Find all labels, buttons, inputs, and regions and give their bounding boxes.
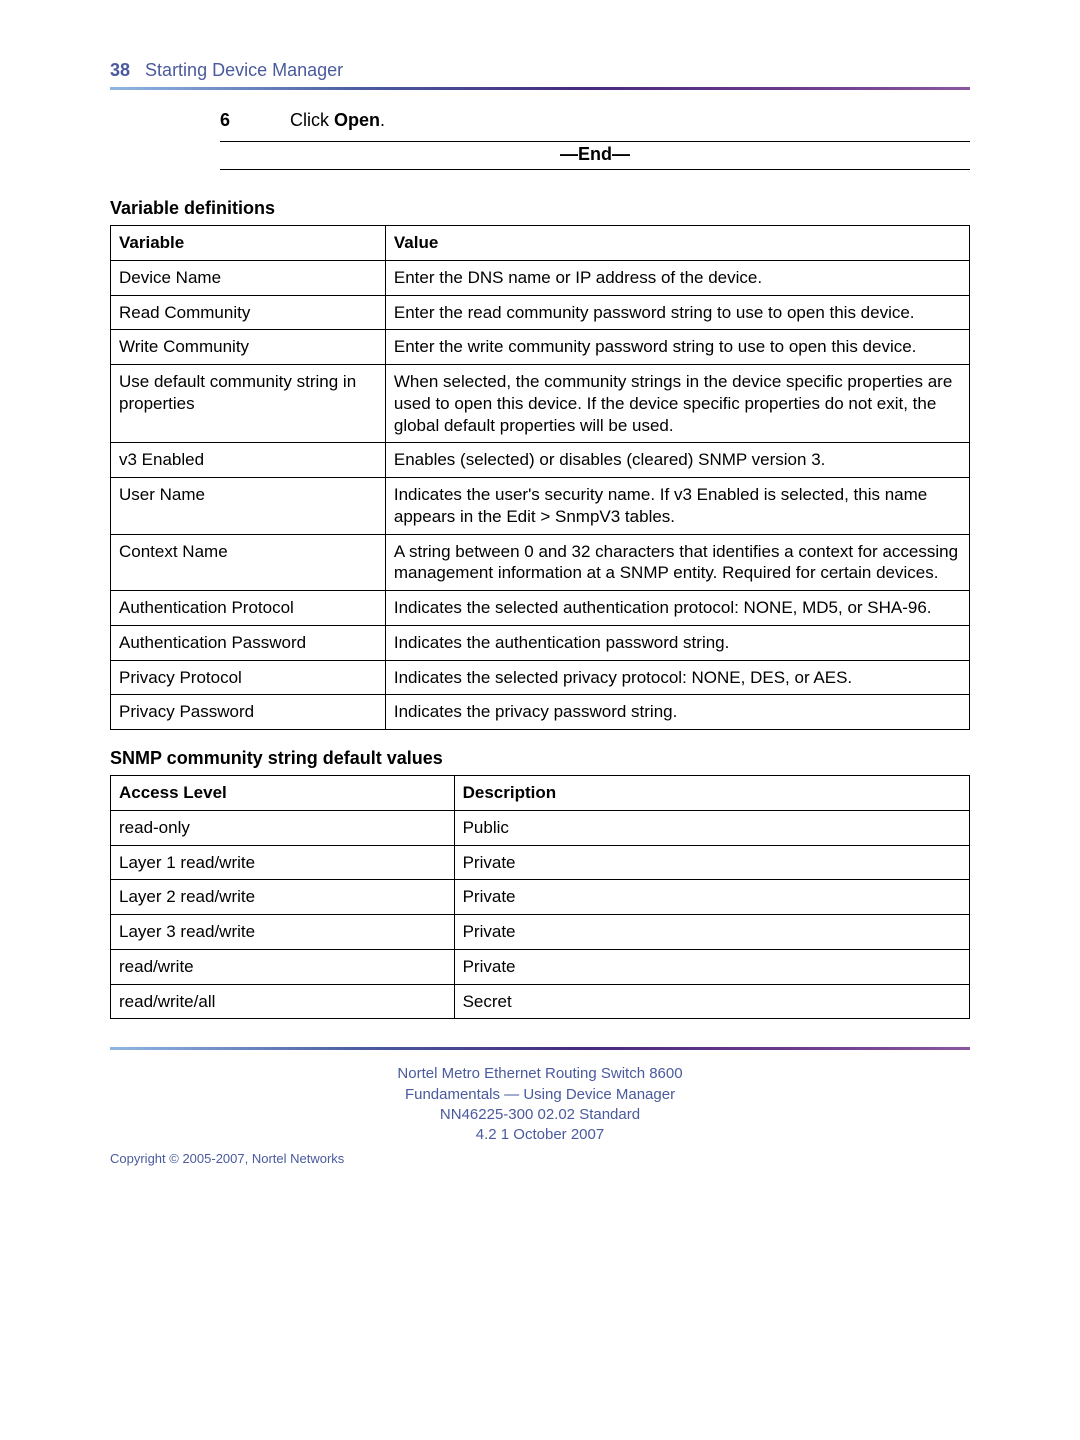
table-row: User NameIndicates the user's security n… [111, 478, 970, 535]
table-cell: Private [454, 915, 969, 950]
step-block: 6 Click Open. [220, 110, 970, 131]
table-row: Layer 1 read/writePrivate [111, 845, 970, 880]
footer-line1: Nortel Metro Ethernet Routing Switch 860… [110, 1064, 970, 1084]
step-number: 6 [220, 110, 290, 131]
header-rule [110, 87, 970, 90]
table-cell: Private [454, 880, 969, 915]
table-row: Privacy ProtocolIndicates the selected p… [111, 660, 970, 695]
table-row: Use default community string in properti… [111, 365, 970, 443]
table-row: Authentication PasswordIndicates the aut… [111, 625, 970, 660]
table-cell: Indicates the privacy password string. [385, 695, 969, 730]
table-row: Write CommunityEnter the write community… [111, 330, 970, 365]
step-suffix: . [380, 110, 385, 130]
table-row: Device NameEnter the DNS name or IP addr… [111, 260, 970, 295]
table-cell: Enter the DNS name or IP address of the … [385, 260, 969, 295]
table-row: read/write/allSecret [111, 984, 970, 1019]
table-cell: Private [454, 949, 969, 984]
running-header: 38 Starting Device Manager [110, 60, 970, 81]
table-row: Layer 3 read/writePrivate [111, 915, 970, 950]
table-cell: Enables (selected) or disables (cleared)… [385, 443, 969, 478]
table-row: Layer 2 read/writePrivate [111, 880, 970, 915]
page-number: 38 [110, 60, 130, 80]
footer-rule [110, 1047, 970, 1050]
table-cell: Enter the read community password string… [385, 295, 969, 330]
table-cell: Context Name [111, 534, 386, 591]
table-cell: When selected, the community strings in … [385, 365, 969, 443]
table-header-row: Access Level Description [111, 776, 970, 811]
table-cell: Device Name [111, 260, 386, 295]
table1-title: Variable definitions [110, 198, 970, 219]
end-block: —End— [220, 141, 970, 170]
step-bold: Open [334, 110, 380, 130]
table-cell: Authentication Password [111, 625, 386, 660]
table-cell: Layer 2 read/write [111, 880, 455, 915]
table-cell: A string between 0 and 32 characters tha… [385, 534, 969, 591]
table-cell: Write Community [111, 330, 386, 365]
table-cell: Privacy Protocol [111, 660, 386, 695]
table-cell: Public [454, 810, 969, 845]
table2-title: SNMP community string default values [110, 748, 970, 769]
table-cell: Indicates the selected privacy protocol:… [385, 660, 969, 695]
footer-line2: Fundamentals — Using Device Manager [110, 1085, 970, 1105]
table-cell: Layer 3 read/write [111, 915, 455, 950]
table-row: v3 EnabledEnables (selected) or disables… [111, 443, 970, 478]
copyright: Copyright © 2005-2007, Nortel Networks [110, 1151, 970, 1166]
table-cell: Private [454, 845, 969, 880]
table-cell: Use default community string in properti… [111, 365, 386, 443]
table-cell: Enter the write community password strin… [385, 330, 969, 365]
table-cell: Indicates the user's security name. If v… [385, 478, 969, 535]
table-cell: Privacy Password [111, 695, 386, 730]
table-cell: Layer 1 read/write [111, 845, 455, 880]
table2-col0: Access Level [111, 776, 455, 811]
footer-line4: 4.2 1 October 2007 [110, 1125, 970, 1145]
footer-line3: NN46225-300 02.02 Standard [110, 1105, 970, 1125]
table-cell: read/write/all [111, 984, 455, 1019]
table-row: Privacy PasswordIndicates the privacy pa… [111, 695, 970, 730]
footer-block: Nortel Metro Ethernet Routing Switch 860… [110, 1064, 970, 1145]
table-cell: Secret [454, 984, 969, 1019]
table-row: Read CommunityEnter the read community p… [111, 295, 970, 330]
end-rule-bottom [220, 169, 970, 170]
table-header-row: Variable Value [111, 226, 970, 261]
table-cell: Indicates the selected authentication pr… [385, 591, 969, 626]
end-label: —End— [220, 142, 970, 169]
step-row: 6 Click Open. [220, 110, 970, 131]
header-section-title: Starting Device Manager [145, 60, 343, 80]
table-cell: read/write [111, 949, 455, 984]
variable-definitions-table: Variable Value Device NameEnter the DNS … [110, 225, 970, 730]
table-row: Authentication ProtocolIndicates the sel… [111, 591, 970, 626]
step-prefix: Click [290, 110, 334, 130]
table-cell: Indicates the authentication password st… [385, 625, 969, 660]
snmp-defaults-table: Access Level Description read-onlyPublic… [110, 775, 970, 1019]
table-row: read-onlyPublic [111, 810, 970, 845]
table-cell: User Name [111, 478, 386, 535]
step-text: Click Open. [290, 110, 385, 131]
table-row: Context NameA string between 0 and 32 ch… [111, 534, 970, 591]
table-cell: Read Community [111, 295, 386, 330]
document-page: 38 Starting Device Manager 6 Click Open.… [0, 0, 1080, 1440]
table-row: read/writePrivate [111, 949, 970, 984]
table2-col1: Description [454, 776, 969, 811]
table-cell: v3 Enabled [111, 443, 386, 478]
table-cell: read-only [111, 810, 455, 845]
table1-col1: Value [385, 226, 969, 261]
table1-col0: Variable [111, 226, 386, 261]
table-cell: Authentication Protocol [111, 591, 386, 626]
